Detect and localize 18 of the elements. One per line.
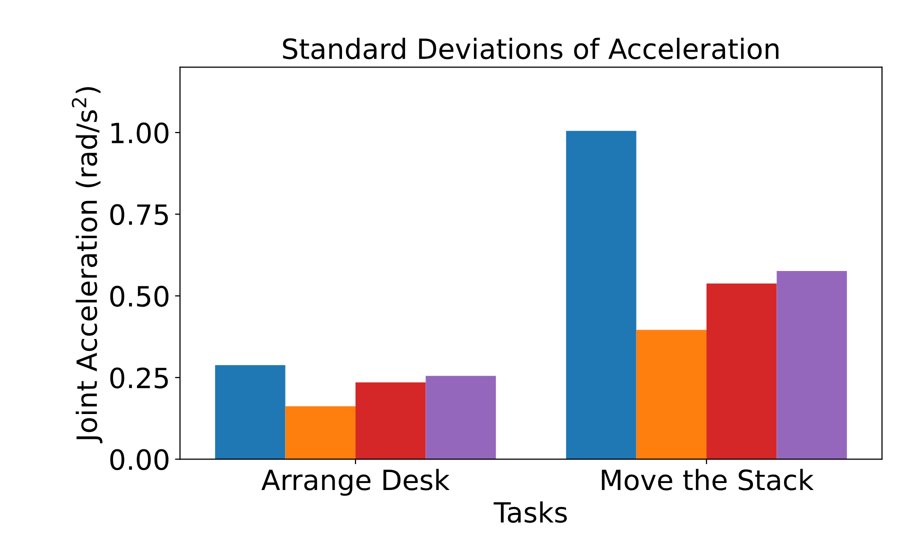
bar bbox=[566, 130, 636, 460]
y-tick-label: 0.50 bbox=[110, 286, 168, 307]
chart-title: Standard Deviations of Acceleration bbox=[283, 38, 778, 60]
bar bbox=[776, 271, 847, 460]
x-tick-label: Arrange Desk bbox=[261, 468, 450, 496]
y-tick-label: 0.75 bbox=[110, 204, 168, 226]
bar bbox=[636, 330, 706, 460]
bar bbox=[215, 365, 286, 460]
x-axis-title: Tasks bbox=[494, 501, 567, 523]
bar bbox=[706, 283, 777, 460]
y-tick-label: 0.25 bbox=[110, 367, 168, 388]
x-tick-label: Move the Stack bbox=[602, 468, 814, 490]
bar bbox=[356, 382, 426, 460]
y-tick-label: 1.00 bbox=[111, 122, 168, 144]
y-axis-title: Joint Acceleration (rad/s$^{2}$) bbox=[72, 87, 102, 444]
y-tick-label: 0.00 bbox=[110, 449, 168, 470]
bar bbox=[426, 376, 496, 460]
bar bbox=[285, 406, 356, 460]
